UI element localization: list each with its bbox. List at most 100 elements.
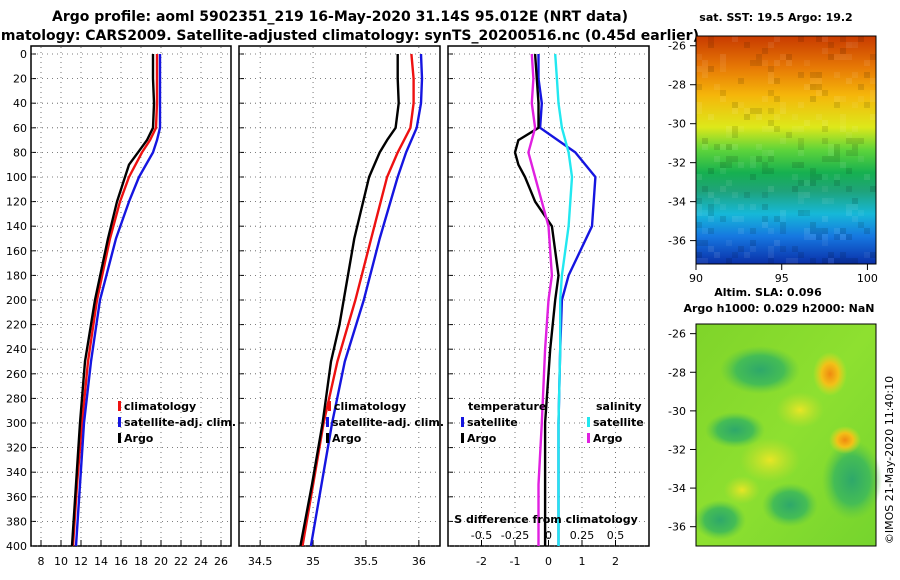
secondary-x-tick-label: 0.25 — [570, 529, 595, 542]
difference-grid — [448, 47, 648, 547]
depth-tick-label: 240 — [6, 343, 27, 356]
series-line-argo — [70, 54, 156, 546]
sla-map: Altim. SLA: 0.096 Argo h1000: 0.029 h200… — [668, 286, 882, 547]
map-y-tick-label: -36 — [668, 235, 686, 248]
salinity-series — [299, 53, 424, 546]
salinity-x-ticks: 34.5 35 35.5 36 — [248, 555, 426, 568]
legend-swatch-sal-argo — [587, 433, 590, 443]
x-tick-label: 2 — [612, 555, 619, 568]
depth-tick-label: 0 — [20, 48, 27, 61]
difference-secondary-x-ticks: -0.5 -0.25 0 0.25 0.5 — [471, 529, 624, 542]
sst-map-y-ticks: -26 -28 -30 -32 -34 -36 — [668, 40, 696, 248]
x-tick-label: 0 — [545, 555, 552, 568]
secondary-x-tick-label: 0.5 — [607, 529, 625, 542]
sla-map-y-ticks: -26 -28 -30 -32 -34 -36 — [668, 328, 696, 534]
difference-x-ticks: -2 -1 0 1 2 — [476, 555, 619, 568]
depth-tick-label: 140 — [6, 220, 27, 233]
depth-tick-label: 40 — [13, 97, 27, 110]
series-line-temperature-argo — [513, 53, 560, 546]
depth-tick-label: 60 — [13, 122, 27, 135]
depth-tick-label: 300 — [6, 417, 27, 430]
temperature-panel: 8 10 12 14 16 18 20 22 24 26 — [30, 45, 232, 568]
secondary-x-tick-label: -0.5 — [471, 529, 492, 542]
difference-legend: temperature satellite Argo salinity sate… — [461, 400, 644, 445]
x-tick-label: 22 — [174, 555, 188, 568]
map-y-tick-label: -28 — [668, 79, 686, 92]
map-x-tick-label: 95 — [775, 272, 789, 285]
legend-satellite-adj: satellite-adj. clim. — [332, 416, 444, 429]
map-y-tick-label: -32 — [668, 443, 686, 456]
legend-sal-argo: Argo — [593, 432, 623, 445]
x-tick-label: 16 — [114, 555, 128, 568]
difference-series — [513, 53, 597, 546]
series-line-argo — [299, 54, 400, 546]
depth-tick-label: 400 — [6, 540, 27, 553]
legend-temp-argo: Argo — [467, 432, 497, 445]
x-tick-label: 36 — [412, 555, 426, 568]
sla-title-2: Argo h1000: 0.029 h2000: NaN — [683, 302, 874, 315]
legend-swatch-argo — [118, 433, 121, 443]
legend-salinity-header: salinity — [596, 400, 642, 413]
depth-tick-label: 220 — [6, 319, 27, 332]
secondary-x-tick-label: -0.25 — [501, 529, 529, 542]
map-y-tick-label: -32 — [668, 157, 686, 170]
sla-title-1: Altim. SLA: 0.096 — [714, 286, 822, 299]
series-line-salinity-argo — [527, 53, 554, 546]
map-y-tick-label: -26 — [668, 328, 686, 341]
depth-tick-label: 280 — [6, 392, 27, 405]
x-tick-label: 20 — [154, 555, 168, 568]
series-line-climatology — [71, 54, 159, 546]
series-line-satellite-adj-clim- — [309, 53, 424, 546]
legend-climatology: climatology — [334, 400, 406, 413]
depth-tick-label: 260 — [6, 368, 27, 381]
map-y-tick-label: -30 — [668, 405, 686, 418]
x-tick-label: 1 — [579, 555, 586, 568]
depth-tick-label: 20 — [13, 73, 27, 86]
depth-tick-label: 120 — [6, 196, 27, 209]
salinity-legend: climatology satellite-adj. clim. Argo — [326, 400, 444, 445]
legend-swatch-climatology — [328, 401, 331, 411]
depth-tick-label: 180 — [6, 269, 27, 282]
legend-argo: Argo — [332, 432, 362, 445]
sst-title: sat. SST: 19.5 Argo: 19.2 — [699, 11, 852, 24]
legend-swatch-temp-argo — [461, 433, 464, 443]
legend-temperature-header: temperature — [468, 400, 546, 413]
sla-map-image — [694, 324, 882, 546]
legend-swatch-satellite — [118, 417, 121, 427]
legend-temp-satellite: satellite — [467, 416, 518, 429]
map-y-tick-label: -34 — [668, 196, 686, 209]
legend-sal-satellite: satellite — [593, 416, 644, 429]
map-y-tick-label: -36 — [668, 521, 686, 534]
credit-text: ©IMOS 21-May-2020 11:40:10 — [883, 376, 896, 544]
legend-swatch-satellite — [326, 417, 329, 427]
x-tick-label: 8 — [38, 555, 45, 568]
legend-swatch-sal-satellite — [587, 417, 590, 427]
title-line-2: Climatology: CARS2009. Satellite-adjuste… — [0, 28, 699, 44]
depth-tick-label: 160 — [6, 245, 27, 258]
temperature-x-ticks: 8 10 12 14 16 18 20 22 24 26 — [38, 555, 229, 568]
sst-map-x-ticks: 90 95 100 — [689, 264, 878, 285]
map-y-tick-label: -26 — [668, 40, 686, 53]
legend-swatch-argo — [326, 433, 329, 443]
depth-tick-label: 380 — [6, 515, 27, 528]
legend-swatch-temp-satellite — [461, 417, 464, 427]
depth-tick-label: 360 — [6, 491, 27, 504]
legend-satellite-adj: satellite-adj. clim. — [124, 416, 236, 429]
temperature-legend: climatology satellite-adj. clim. Argo — [118, 400, 236, 445]
sst-map: sat. SST: 19.5 Argo: 19.2 -26 -28 -30 -32 -3… — [668, 11, 878, 285]
temperature-series — [70, 54, 162, 546]
depth-tick-label: 320 — [6, 442, 27, 455]
legend-climatology: climatology — [124, 400, 196, 413]
series-line-satellite-adj-clim- — [74, 54, 162, 546]
x-tick-label: 26 — [214, 555, 228, 568]
sst-map-image — [696, 36, 876, 264]
legend-argo: Argo — [124, 432, 154, 445]
x-tick-label: 18 — [134, 555, 148, 568]
depth-axis-ticks: 0 20 40 60 80 100 120 140 160 180 200 220 240 260 280 3… — [6, 48, 27, 553]
difference-xlabel: S difference from climatology — [454, 513, 638, 526]
depth-tick-label: 100 — [6, 171, 27, 184]
x-tick-label: -2 — [476, 555, 487, 568]
x-tick-label: 34.5 — [248, 555, 273, 568]
salinity-panel: 34.5 35 35.5 36 — [238, 45, 441, 568]
